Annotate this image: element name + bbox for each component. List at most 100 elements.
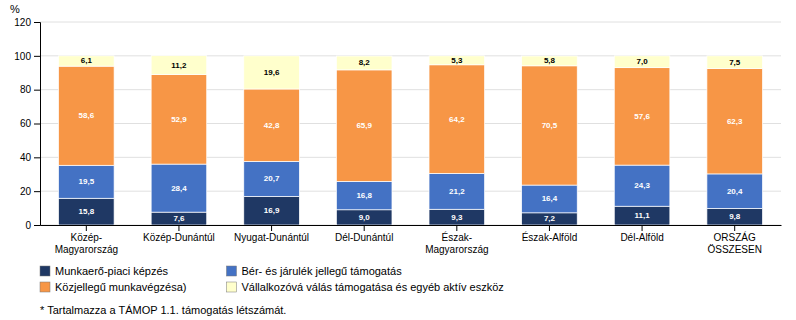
y-tick-mark bbox=[34, 90, 40, 91]
bar bbox=[151, 212, 207, 225]
y-tick-label: 60 bbox=[20, 118, 32, 129]
y-tick-label: 80 bbox=[20, 84, 32, 95]
y-axis: 0 20 40 60 80 100 120 bbox=[14, 17, 40, 231]
data-label: 70,5 bbox=[542, 121, 558, 130]
bar bbox=[59, 198, 115, 225]
data-label: 9,8 bbox=[729, 212, 741, 221]
data-label: 8,2 bbox=[359, 58, 371, 67]
bars bbox=[59, 56, 763, 225]
grid bbox=[40, 22, 781, 225]
legend-label: Közjellegű munkavégzésa) bbox=[55, 281, 186, 293]
x-tick-label: ORSZÁGÖSSZESEN bbox=[707, 231, 761, 255]
y-tick-label: 20 bbox=[20, 186, 32, 197]
legend-item: Közjellegű munkavégzésa) bbox=[40, 281, 186, 293]
x-tick: Közép-Dunántúl bbox=[143, 225, 215, 243]
data-label: 5,3 bbox=[451, 56, 463, 65]
x-tick-mark bbox=[364, 225, 365, 231]
y-tick: 0 bbox=[25, 220, 40, 231]
data-label: 15,8 bbox=[79, 207, 95, 216]
data-label: 16,9 bbox=[264, 206, 280, 215]
footnote: * Tartalmazza a TÁMOP 1.1. támogatás lét… bbox=[40, 304, 286, 316]
x-tick-label: Észak-Magyarország bbox=[425, 231, 488, 255]
bar bbox=[59, 165, 115, 198]
data-label: 16,4 bbox=[542, 194, 558, 203]
bar bbox=[336, 210, 392, 225]
x-tick-mark bbox=[456, 225, 457, 231]
bar bbox=[522, 56, 578, 66]
bar bbox=[336, 56, 392, 70]
x-tick-label: Közép-Magyarország bbox=[55, 232, 118, 255]
data-label: 24,3 bbox=[634, 181, 650, 190]
bar bbox=[707, 208, 763, 225]
bar bbox=[151, 56, 207, 75]
x-tick: Dél-Alföld bbox=[620, 225, 663, 243]
x-tick: Észak-Magyarország bbox=[425, 225, 488, 255]
y-tick-mark bbox=[34, 157, 40, 158]
bar bbox=[522, 213, 578, 225]
y-tick: 60 bbox=[20, 118, 40, 129]
data-label: 62,3 bbox=[727, 117, 743, 126]
bar bbox=[429, 65, 485, 174]
legend-item: Bér- és járulék jellegű támogatás bbox=[226, 265, 402, 277]
legend-swatch bbox=[226, 282, 236, 292]
data-label: 7,5 bbox=[729, 58, 741, 67]
bar bbox=[336, 181, 392, 209]
x-tick-label: Dél-Alföld bbox=[620, 232, 663, 243]
data-label: 19,5 bbox=[79, 177, 95, 186]
bar bbox=[244, 56, 300, 89]
x-tick-mark bbox=[642, 225, 643, 231]
y-tick-label: 40 bbox=[20, 152, 32, 163]
data-label: 6,1 bbox=[81, 56, 93, 65]
x-tick: ORSZÁGÖSSZESEN bbox=[707, 225, 761, 255]
plot: 15,87,616,99,09,37,211,19,819,528,420,71… bbox=[14, 17, 781, 255]
data-label: 65,9 bbox=[356, 121, 372, 130]
data-label: 16,8 bbox=[356, 191, 372, 200]
legend-label: Vállalkozóvá válás támogatása és egyéb a… bbox=[241, 281, 503, 293]
legend: Munkaerő-piaci képzés Bér- és járulék jel… bbox=[40, 265, 504, 293]
y-tick: 80 bbox=[20, 84, 40, 95]
data-label: 28,4 bbox=[171, 184, 187, 193]
y-tick-mark bbox=[34, 191, 40, 192]
x-tick-label: Dél-Dunántúl bbox=[335, 232, 393, 243]
x-tick-label: Közép-Dunántúl bbox=[143, 232, 215, 243]
x-axis: Közép-Magyarország Közép-Dunántúl Nyugat-D… bbox=[41, 225, 782, 255]
series bbox=[59, 65, 763, 185]
grid-line bbox=[40, 22, 781, 23]
series bbox=[59, 161, 763, 212]
bar bbox=[614, 165, 670, 206]
x-tick-mark bbox=[734, 225, 735, 231]
bar bbox=[429, 56, 485, 65]
data-label: 20,4 bbox=[727, 187, 743, 196]
data-label: 19,6 bbox=[264, 68, 280, 77]
x-tick-mark bbox=[271, 225, 272, 231]
bar bbox=[429, 173, 485, 209]
bar bbox=[244, 89, 300, 161]
y-axis-line bbox=[34, 23, 41, 226]
y-tick: 120 bbox=[14, 17, 40, 28]
data-label: 42,8 bbox=[264, 121, 280, 130]
bar bbox=[614, 206, 670, 225]
bar bbox=[244, 161, 300, 196]
y-tick-label: 100 bbox=[14, 51, 31, 62]
x-tick-mark bbox=[549, 225, 550, 231]
data-label: 9,0 bbox=[359, 213, 371, 222]
x-tick-mark bbox=[86, 225, 87, 231]
y-tick: 100 bbox=[14, 51, 40, 62]
y-tick-mark bbox=[34, 22, 40, 23]
bar bbox=[151, 75, 207, 164]
y-tick-label: 120 bbox=[14, 17, 31, 28]
bar bbox=[429, 209, 485, 225]
bar bbox=[522, 66, 578, 185]
bar bbox=[59, 66, 115, 165]
x-tick-label: Nyugat-Dunántúl bbox=[234, 232, 309, 243]
data-label: 9,3 bbox=[451, 213, 463, 222]
data-label: 58,6 bbox=[79, 111, 95, 120]
y-tick-mark bbox=[34, 56, 40, 57]
y-tick-mark bbox=[34, 124, 40, 125]
data-label: 7,0 bbox=[637, 57, 649, 66]
legend-swatch bbox=[40, 282, 50, 292]
legend-item: Munkaerő-piaci képzés bbox=[40, 265, 169, 277]
data-label: 52,9 bbox=[171, 115, 187, 124]
y-tick-mark bbox=[34, 225, 40, 226]
axis-label: % bbox=[10, 3, 20, 15]
